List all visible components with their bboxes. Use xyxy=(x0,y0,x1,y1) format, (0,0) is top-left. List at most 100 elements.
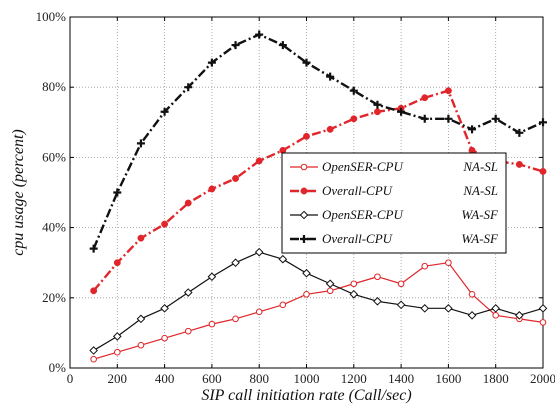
data-point xyxy=(374,273,381,281)
data-point xyxy=(349,86,358,95)
series-2 xyxy=(89,247,548,355)
series-line xyxy=(93,251,544,351)
data-point xyxy=(184,327,192,335)
legend-label: Overall-CPU xyxy=(322,231,394,246)
legend-marker xyxy=(300,235,308,243)
series-line xyxy=(93,262,544,360)
data-point xyxy=(183,288,193,297)
data-point xyxy=(232,175,240,182)
x-tick-label: 1800 xyxy=(483,371,509,386)
x-tick-label: 600 xyxy=(202,371,222,386)
x-tick-label: 400 xyxy=(155,371,175,386)
series-3 xyxy=(89,30,547,253)
data-point xyxy=(278,41,287,50)
grid xyxy=(70,17,543,368)
series-line xyxy=(92,89,544,292)
data-point xyxy=(255,30,264,39)
data-point xyxy=(114,348,121,356)
x-tick-label: 1000 xyxy=(294,371,320,386)
data-point xyxy=(491,304,501,313)
data-point xyxy=(231,258,240,268)
data-point xyxy=(89,244,98,253)
data-point xyxy=(326,72,335,81)
data-point xyxy=(467,311,477,320)
data-point xyxy=(515,160,523,168)
data-point xyxy=(278,254,288,264)
legend-box xyxy=(281,152,507,254)
legend-marker xyxy=(300,187,308,195)
legend-label: OpenSER-CPU xyxy=(322,159,404,174)
legend-tag: NA-SL xyxy=(462,183,498,198)
data-point xyxy=(160,107,169,116)
data-point xyxy=(444,304,453,313)
y-tick-label: 100% xyxy=(36,9,67,24)
data-point xyxy=(349,289,359,299)
x-tick-label: 2000 xyxy=(530,371,555,386)
data-point xyxy=(255,157,263,165)
data-point xyxy=(255,308,263,316)
data-point xyxy=(445,259,452,267)
y-tick-label: 60% xyxy=(42,149,66,164)
data-point xyxy=(208,320,216,328)
data-point xyxy=(444,87,452,95)
data-point xyxy=(397,107,406,116)
data-point xyxy=(207,272,217,282)
data-point xyxy=(539,319,547,326)
data-point xyxy=(113,259,121,267)
data-point xyxy=(89,346,98,355)
x-tick-label: 1400 xyxy=(388,371,414,386)
x-tick-label: 1600 xyxy=(435,371,461,386)
data-point xyxy=(468,290,476,298)
data-point xyxy=(350,115,358,123)
data-point xyxy=(208,185,216,193)
data-point xyxy=(136,139,145,148)
data-point xyxy=(184,199,192,207)
data-point xyxy=(207,58,216,67)
data-point xyxy=(350,280,358,288)
axis-ticks: 0 200 400 600 800 1000 1200 1400 1600 1800 2000 0% 2… xyxy=(36,9,555,386)
x-tick-label: 1200 xyxy=(341,371,367,386)
data-point xyxy=(254,247,264,257)
data-point xyxy=(90,355,97,363)
data-point xyxy=(303,290,310,298)
data-point xyxy=(444,114,453,123)
data-point xyxy=(231,41,240,50)
x-tick-label: 200 xyxy=(108,371,128,386)
legend-tag: WA-SF xyxy=(461,231,499,246)
data-point xyxy=(137,234,145,242)
data-point xyxy=(160,304,169,313)
legend-tag: WA-SF xyxy=(461,207,499,222)
data-point xyxy=(515,311,524,320)
data-point xyxy=(326,125,334,133)
data-point xyxy=(397,280,405,288)
data-point xyxy=(161,334,168,342)
x-tick-label: 0 xyxy=(67,371,74,386)
data-point xyxy=(492,312,500,319)
data-point xyxy=(373,297,382,306)
y-tick-label: 80% xyxy=(42,79,66,94)
data-point xyxy=(325,279,335,289)
data-point xyxy=(421,262,429,270)
data-point xyxy=(232,315,239,323)
data-point xyxy=(303,132,310,140)
data-point xyxy=(373,100,382,109)
y-tick-label: 40% xyxy=(42,220,66,235)
data-point xyxy=(90,287,98,295)
data-point xyxy=(421,94,429,102)
data-point xyxy=(396,300,406,310)
data-point xyxy=(302,58,311,67)
data-point xyxy=(326,287,334,295)
data-point xyxy=(137,341,145,349)
data-point xyxy=(420,304,430,313)
legend-marker xyxy=(299,210,309,220)
data-point xyxy=(539,118,547,127)
data-point xyxy=(515,128,524,137)
data-point xyxy=(112,332,122,341)
data-point xyxy=(491,114,500,123)
data-point xyxy=(468,125,477,134)
data-point xyxy=(302,268,311,278)
legend-label: Overall-CPU xyxy=(322,183,394,198)
data-point xyxy=(161,220,169,228)
legend-marker xyxy=(300,163,308,171)
